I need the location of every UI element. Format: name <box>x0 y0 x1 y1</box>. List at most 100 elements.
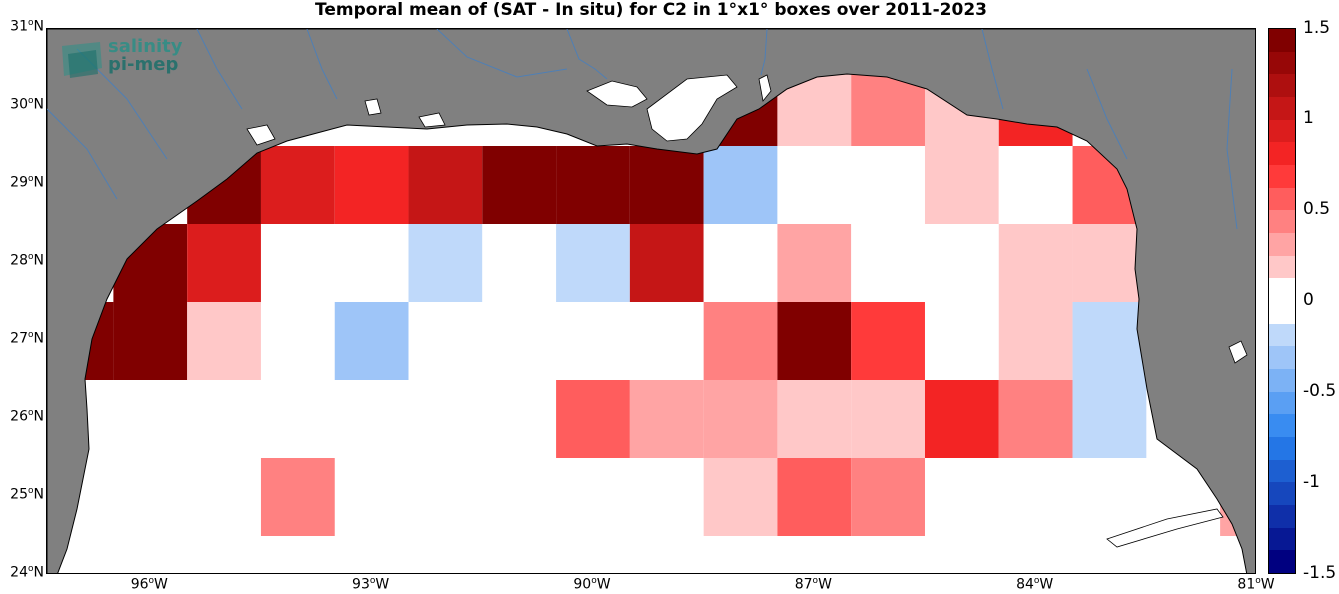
colorbar-tick-label: -1 <box>1303 472 1320 492</box>
colorbar-tick-label: 1.5 <box>1303 18 1331 38</box>
colorbar-tick-label: -1.5 <box>1303 563 1337 583</box>
grid-cell <box>482 380 557 458</box>
colorbar-step <box>1269 74 1295 98</box>
longitude-tick-label: 93oW <box>352 576 390 593</box>
colorbar-step <box>1269 142 1295 166</box>
grid-cell <box>703 380 778 458</box>
st-johns-river <box>1226 68 1238 230</box>
colorbar-tick-label: 0 <box>1303 290 1314 310</box>
grid-cell <box>482 224 557 302</box>
longitude-tick-label: 87oW <box>794 576 832 593</box>
grid-cell <box>924 224 999 302</box>
grid-cell <box>703 224 778 302</box>
colorbar-tick-label: 1 <box>1303 108 1314 128</box>
colorbar-step <box>1269 391 1295 415</box>
grid-cell <box>1072 302 1147 380</box>
salinity-pi-mep-logo: salinity pi-mep <box>60 36 190 82</box>
lake-calcasieu <box>364 98 382 116</box>
grid-cell <box>777 224 852 302</box>
grid-cell <box>556 380 630 458</box>
longitude-tick-label: 84oW <box>1016 576 1054 593</box>
grid-cell <box>1072 224 1147 302</box>
colorbar-step <box>1269 369 1295 393</box>
colorbar-step <box>1269 97 1295 121</box>
grid-cell <box>629 380 704 458</box>
grid-cell <box>703 146 778 224</box>
land-mass <box>47 29 1255 573</box>
florida-keys-water <box>1106 508 1224 548</box>
grid-cell <box>1072 380 1147 458</box>
grid-cell <box>482 302 557 380</box>
grid-cell <box>260 458 335 536</box>
vermilion-bay <box>418 112 446 128</box>
colorbar-step <box>1269 278 1295 302</box>
colorbar-step <box>1269 414 1295 438</box>
grid-cell <box>482 146 557 224</box>
colorbar-step <box>1269 459 1295 483</box>
latitude-tick-label: 27oN <box>10 330 44 347</box>
map-frame <box>46 28 1256 574</box>
grid-cell <box>924 146 999 224</box>
colorbar-step <box>1269 255 1295 279</box>
lake-pontchartrain <box>586 80 648 108</box>
latitude-tick-label: 28oN <box>10 252 44 269</box>
trinity-river <box>196 29 243 110</box>
grid-cell <box>187 302 261 380</box>
grid-cell <box>629 146 704 224</box>
grid-cell <box>924 302 999 380</box>
grid-cell <box>851 146 925 224</box>
logo-mark-icon <box>62 42 102 78</box>
colorbar-step <box>1269 527 1295 551</box>
colorbar <box>1268 28 1296 574</box>
grid-cell <box>556 302 630 380</box>
grid-cell <box>998 302 1073 380</box>
mobile-bay <box>758 74 772 102</box>
colorbar-step <box>1269 165 1295 189</box>
colorbar-step <box>1269 437 1295 461</box>
grid-cell <box>998 380 1073 458</box>
suwannee-river <box>1086 68 1128 160</box>
grid-cell <box>187 224 261 302</box>
grid-cell <box>334 224 409 302</box>
grid-cell <box>851 224 925 302</box>
latitude-tick-label: 25oN <box>10 486 44 503</box>
latitude-tick-label: 24oN <box>10 564 44 581</box>
latitude-tick-label: 31oN <box>10 18 44 35</box>
map-canvas <box>47 29 1255 573</box>
colorado-river <box>47 108 118 200</box>
grid-cell <box>998 146 1073 224</box>
grid-cell <box>998 224 1073 302</box>
grid-cell <box>260 146 335 224</box>
rivers-layer <box>47 29 1238 230</box>
grid-cell <box>924 380 999 458</box>
grid-cell <box>629 224 704 302</box>
grid-cell <box>851 380 925 458</box>
colorbar-step <box>1269 301 1295 325</box>
grid-cell <box>113 302 188 380</box>
map-title: Temporal mean of (SAT - In situ) for C2 … <box>315 0 987 20</box>
grid-cell <box>260 224 335 302</box>
grid-cell <box>777 302 852 380</box>
apalachicola-river <box>981 29 1004 110</box>
grid-cell <box>408 146 483 224</box>
grid-cell <box>777 146 852 224</box>
longitude-tick-label: 81oW <box>1237 576 1275 593</box>
grid-cell <box>851 458 925 536</box>
logo-text-pi-mep: pi-mep <box>108 54 179 75</box>
grid-cell <box>260 302 335 380</box>
sabine-river <box>306 29 338 100</box>
colorbar-step <box>1269 323 1295 347</box>
colorbar-step <box>1269 119 1295 143</box>
mississippi-river <box>566 29 608 80</box>
grid-cell <box>703 302 778 380</box>
colorbar-tick-label: -0.5 <box>1303 381 1337 401</box>
colorbar-step <box>1269 346 1295 370</box>
longitude-tick-label: 96oW <box>130 576 168 593</box>
mobile-river <box>760 29 768 76</box>
grid-cell <box>703 458 778 536</box>
longitude-tick-label: 90oW <box>573 576 611 593</box>
lake-okeechobee <box>1228 340 1248 364</box>
grid-cell <box>851 302 925 380</box>
colorbar-step <box>1269 187 1295 211</box>
grid-cell <box>556 224 630 302</box>
